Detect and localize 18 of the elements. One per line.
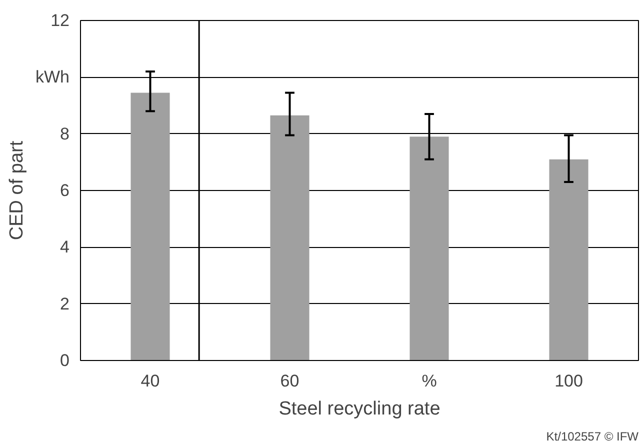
y-tick-label: 0 xyxy=(60,351,70,370)
x-tick-label: % xyxy=(422,372,437,390)
y-tick-label: kWh xyxy=(36,68,70,87)
y-tick-label: 6 xyxy=(60,181,70,200)
y-tick-label: 12 xyxy=(50,11,70,30)
x-tick-label: 100 xyxy=(554,372,583,390)
text: Kt/102557 © IFW xyxy=(546,430,640,444)
bar xyxy=(549,159,588,360)
bar xyxy=(130,92,170,360)
x-tick-label: 40 xyxy=(140,372,160,390)
x-tick-label: 60 xyxy=(280,372,300,390)
y-tick-label: 2 xyxy=(60,294,70,314)
y-tick-label: 8 xyxy=(60,124,70,144)
bar xyxy=(270,115,310,360)
x-axis-title: Steel recycling rate xyxy=(278,398,440,420)
y-tick-label: 4 xyxy=(60,238,70,257)
bar xyxy=(410,136,449,360)
y-axis-title: CED of part xyxy=(6,140,28,240)
